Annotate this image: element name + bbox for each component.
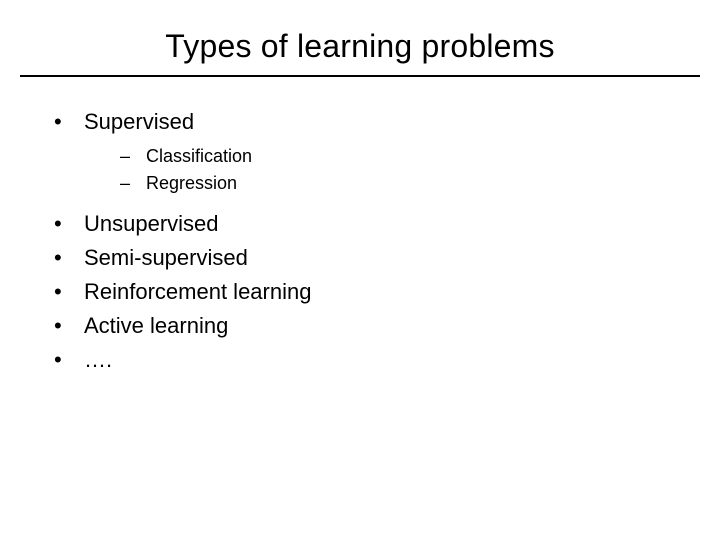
- list-item: • Active learning: [50, 309, 720, 343]
- list-item: • Unsupervised: [50, 207, 720, 241]
- list-item-text: Active learning: [84, 309, 720, 343]
- bullet-icon: •: [50, 275, 84, 309]
- list-item-text: Unsupervised: [84, 207, 720, 241]
- dash-icon: –: [120, 143, 146, 170]
- dash-icon: –: [120, 170, 146, 197]
- list-item: – Classification: [120, 143, 720, 170]
- list-item: • ….: [50, 343, 720, 377]
- bullet-icon: •: [50, 343, 84, 377]
- bullet-icon: •: [50, 241, 84, 275]
- list-item-text: Supervised: [84, 105, 720, 139]
- list-item-text: Regression: [146, 170, 720, 197]
- slide-title: Types of learning problems: [0, 0, 720, 75]
- bullet-icon: •: [50, 207, 84, 241]
- sub-list: – Classification – Regression: [50, 139, 720, 207]
- list-item-text: Reinforcement learning: [84, 275, 720, 309]
- bullet-icon: •: [50, 105, 84, 139]
- list-item: • Supervised: [50, 105, 720, 139]
- list-item: • Semi-supervised: [50, 241, 720, 275]
- list-item: • Reinforcement learning: [50, 275, 720, 309]
- list-item-text: ….: [84, 343, 720, 377]
- slide-body: • Supervised – Classification – Regressi…: [0, 77, 720, 378]
- list-item-text: Classification: [146, 143, 720, 170]
- list-item-text: Semi-supervised: [84, 241, 720, 275]
- list-item: – Regression: [120, 170, 720, 197]
- bullet-icon: •: [50, 309, 84, 343]
- slide: Types of learning problems • Supervised …: [0, 0, 720, 540]
